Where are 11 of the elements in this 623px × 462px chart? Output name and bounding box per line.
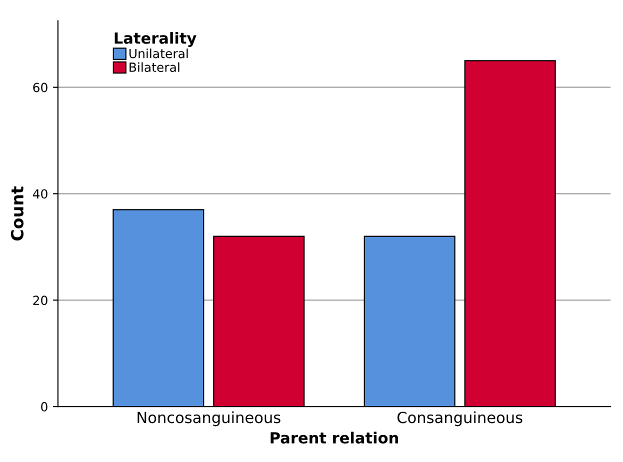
legend-label: Bilateral bbox=[130, 62, 180, 72]
x-tick-label: Noncosanguineous bbox=[138, 411, 280, 426]
y-tick-label: 60 bbox=[33, 82, 48, 92]
y-tick-label: 40 bbox=[32, 189, 48, 199]
legend-title: Laterality bbox=[114, 32, 196, 47]
legend-label: Unilateral bbox=[129, 48, 188, 58]
x-tick-label: Consanguineous bbox=[397, 411, 522, 426]
y-tick-label: 20 bbox=[33, 296, 48, 306]
y-tick-label: 0 bbox=[41, 402, 48, 412]
y-axis-title: Count bbox=[10, 186, 24, 241]
x-axis-title: Parent relation bbox=[270, 432, 398, 444]
